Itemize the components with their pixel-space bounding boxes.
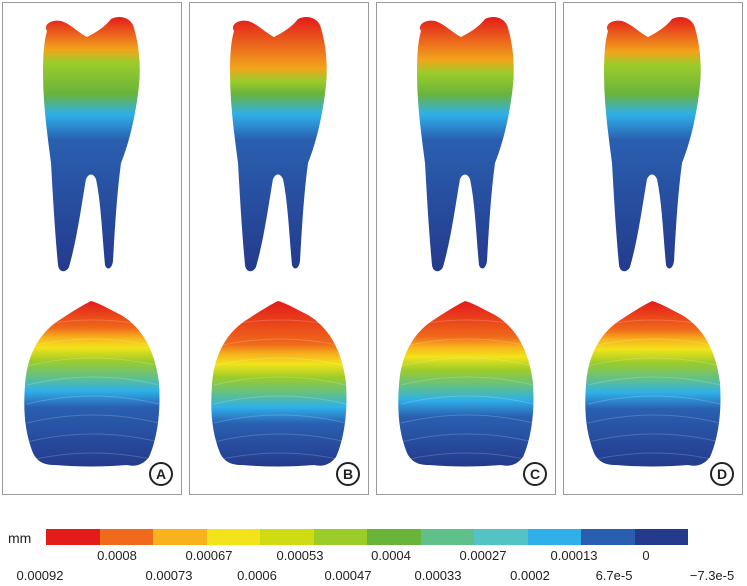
contour-line <box>587 338 721 348</box>
colorbar-tick: −7.3e-5 <box>689 568 735 583</box>
contour-line <box>587 414 721 424</box>
colorbar-swatch <box>527 529 581 545</box>
contour-line <box>213 319 347 329</box>
contour-line <box>400 357 534 367</box>
colorbar-tick: 6.7e-5 <box>595 568 633 583</box>
contour-line <box>213 452 347 462</box>
panel-c: C <box>376 2 556 495</box>
contour-line <box>587 357 721 367</box>
colorbar-tick: 0.0008 <box>97 548 137 563</box>
contour-line <box>213 357 347 367</box>
colorbar-tick: 0.00013 <box>550 548 598 563</box>
panel-label-d: D <box>710 462 734 486</box>
contour-line <box>26 433 160 443</box>
colorbar-swatch <box>313 529 367 545</box>
tooth-lateral-view <box>604 17 701 272</box>
tooth-crown-view <box>398 301 534 467</box>
contour-line <box>213 395 347 405</box>
colorbar-swatch <box>474 529 528 545</box>
contour-line <box>587 452 721 462</box>
colorbar-tick: 0.00033 <box>414 568 462 583</box>
colorbar-swatch <box>206 529 260 545</box>
contour-line <box>26 319 160 329</box>
contour-line <box>400 319 534 329</box>
tooth-drawing <box>24 17 160 467</box>
colorbar-tick: 0.00053 <box>276 548 324 563</box>
colorbar-unit-label: mm <box>8 530 32 546</box>
colorbar-swatch <box>99 529 153 545</box>
panel-label-c: C <box>523 462 547 486</box>
contour-line <box>213 376 347 386</box>
contour-line <box>400 452 534 462</box>
colorbar-swatch <box>634 529 688 545</box>
tooth-lateral-view <box>417 17 514 272</box>
colorbar-swatch <box>260 529 314 545</box>
contour-line <box>400 433 534 443</box>
colorbar-tick: 0.00092 <box>16 568 64 583</box>
colorbar-tick: 0.00047 <box>324 568 372 583</box>
colorbar-swatch <box>153 529 207 545</box>
panel-label-b: B <box>336 462 360 486</box>
colorbar-tick: 0 <box>642 548 650 563</box>
contour-line <box>26 338 160 348</box>
contour-line <box>213 433 347 443</box>
contour-line <box>587 319 721 329</box>
contour-line <box>26 452 160 462</box>
tooth-lateral-view <box>43 17 140 272</box>
panel-d: D <box>563 2 743 495</box>
tooth-lateral-view <box>230 17 327 272</box>
contour-line <box>213 338 347 348</box>
panel-b: B <box>189 2 369 495</box>
contour-line <box>400 395 534 405</box>
colorbar-swatch <box>581 529 635 545</box>
contour-line <box>400 338 534 348</box>
tooth-drawing <box>211 17 347 467</box>
colorbar-tick: 0.0002 <box>510 568 550 583</box>
contour-line <box>26 414 160 424</box>
colorbar-tick: 0.00027 <box>459 548 507 563</box>
contour-line <box>400 376 534 386</box>
contour-line <box>400 414 534 424</box>
contour-line <box>587 433 721 443</box>
tooth-crown-view <box>24 301 160 467</box>
colorbar-tick: 0.00073 <box>145 568 193 583</box>
panel-a: A <box>2 2 182 495</box>
panel-label-a: A <box>149 462 173 486</box>
contour-line <box>26 357 160 367</box>
colorbar <box>46 529 688 545</box>
contour-line <box>26 395 160 405</box>
colorbar-tick: 0.00067 <box>185 548 233 563</box>
colorbar-swatch <box>46 529 100 545</box>
colorbar-tick: 0.0006 <box>237 568 277 583</box>
contour-line <box>587 376 721 386</box>
tooth-drawing <box>398 17 534 467</box>
colorbar-swatch <box>420 529 474 545</box>
contour-line <box>587 395 721 405</box>
tooth-crown-view <box>211 301 347 467</box>
tooth-crown-view <box>585 301 721 467</box>
contour-line <box>26 376 160 386</box>
tooth-drawing <box>585 17 721 467</box>
contour-line <box>213 414 347 424</box>
colorbar-swatch <box>367 529 421 545</box>
colorbar-tick: 0.0004 <box>371 548 411 563</box>
